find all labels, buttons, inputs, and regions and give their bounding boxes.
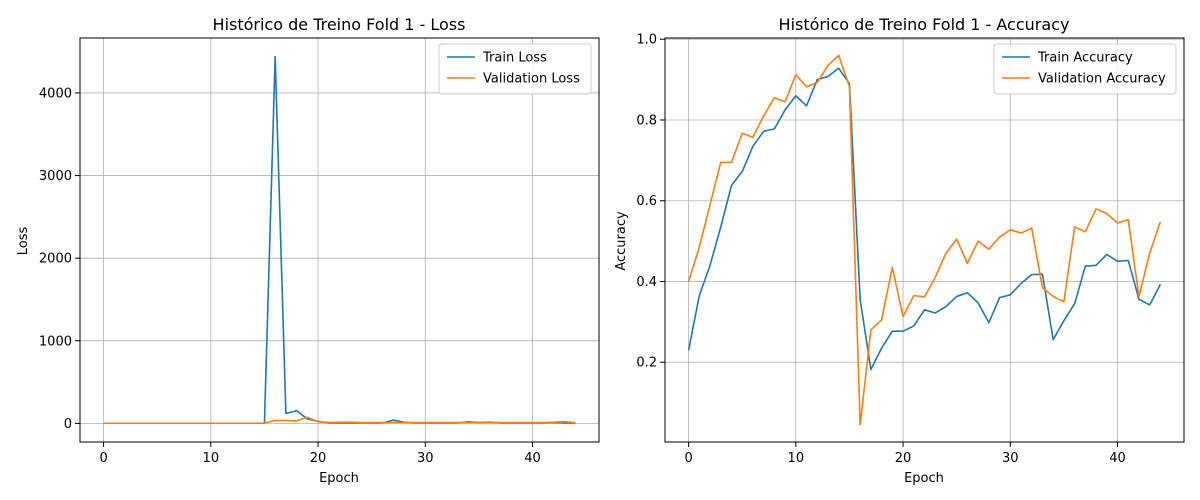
loss-chart-ylabel: Loss [16,227,31,256]
loss-chart-series-1-line [103,416,576,425]
loss-chart-xlabel: Epoch [319,471,359,486]
loss-chart-xtick-label: 0 [99,451,107,466]
accuracy-chart-legend-label: Train Accuracy [1037,51,1133,66]
accuracy-chart-series-1-line [687,54,1162,426]
accuracy-chart-xtick-label: 30 [1002,451,1019,466]
loss-chart-ytick-label: 3000 [39,169,72,184]
loss-chart-legend-label: Validation Loss [483,72,580,87]
accuracy-chart-ytick-label: 0.2 [636,356,657,371]
accuracy-chart-xtick-label: 0 [684,451,692,466]
accuracy-chart-legend-box [993,43,1177,95]
accuracy-chart-ylabel: Accuracy [614,211,629,271]
loss-chart-xtick-label: 30 [417,451,434,466]
accuracy-chart-series [687,54,1162,426]
accuracy-chart-xtick-label: 20 [895,451,912,466]
accuracy-chart-ytick-label: 0.4 [636,275,657,290]
loss-chart-ticks: 0 10 20 30 40 0 1000 2000 3000 4000 [39,86,541,466]
loss-chart-ytick-label: 2000 [39,252,72,267]
loss-chart-ytick-label: 0 [64,417,72,432]
accuracy-chart-legend: Train Accuracy Validation Accuracy [993,43,1177,95]
accuracy-chart-xtick-label: 40 [1109,451,1126,466]
accuracy-chart-ticks: 0 10 20 30 40 0.2 0.4 0.6 0.8 1.0 [636,33,1125,466]
accuracy-chart-grid [665,38,1184,442]
accuracy-chart-ytick-label: 0.8 [636,113,657,128]
loss-chart-ytick-label: 1000 [39,334,72,349]
accuracy-chart-ytick-label: 0.6 [636,194,657,209]
accuracy-chart-ytick-label: 1.0 [636,33,657,48]
accuracy-chart: Histórico de Treino Fold 1 - Accuracy Ep… [614,15,1185,486]
loss-chart-legend-box [438,43,592,95]
loss-chart-legend-label: Train Loss [482,51,547,66]
accuracy-chart-title: Histórico de Treino Fold 1 - Accuracy [779,15,1070,34]
loss-chart: Histórico de Treino Fold 1 - Loss Epoch … [16,15,600,486]
loss-chart-xtick-label: 40 [524,451,541,466]
loss-chart-xtick-label: 20 [310,451,327,466]
accuracy-chart-xtick-label: 10 [788,451,805,466]
loss-chart-ytick-label: 4000 [39,86,72,101]
loss-chart-frame [79,37,600,443]
loss-chart-title: Histórico de Treino Fold 1 - Loss [213,15,466,34]
accuracy-chart-legend-label: Validation Accuracy [1038,72,1166,87]
loss-chart-series [103,55,576,425]
accuracy-chart-frame [664,37,1185,443]
accuracy-chart-series-0-line [687,67,1162,371]
loss-chart-xtick-label: 10 [203,451,220,466]
loss-chart-legend: Train Loss Validation Loss [438,43,592,95]
accuracy-chart-xlabel: Epoch [904,471,944,486]
